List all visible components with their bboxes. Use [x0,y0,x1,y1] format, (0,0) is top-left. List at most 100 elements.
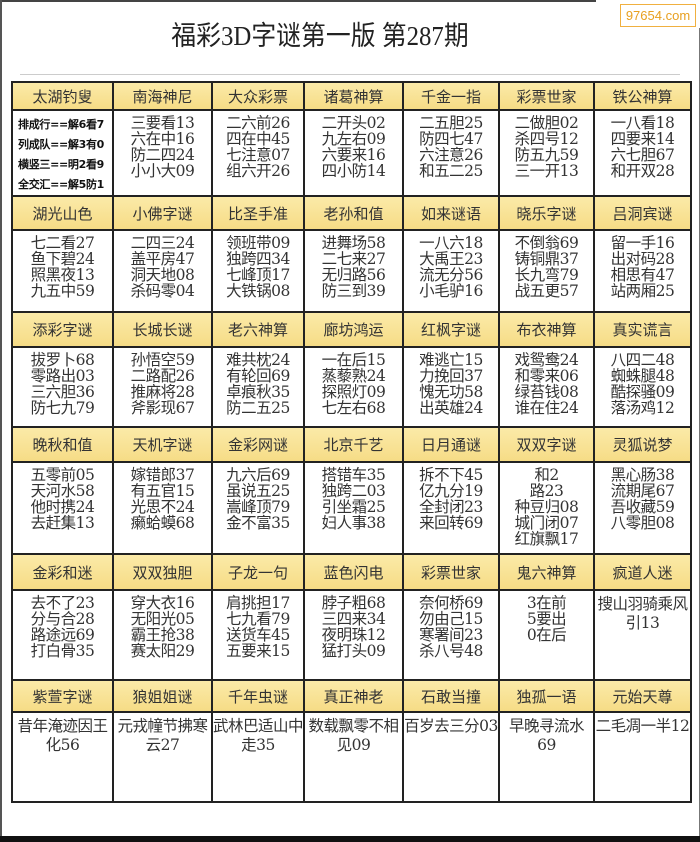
riddle-line: 不倒翁69 [514,234,579,252]
riddle-line: 二做胆02 [514,114,579,132]
source-title: 大众彩票 [211,81,305,111]
riddle-line: 二路配26 [130,367,195,385]
source-title: 元始天尊 [593,679,692,713]
content-row: 拔罗卜68 零路出03 三六胆36 防七九79 孙悟空59 二路配26 推麻将28 斧影现67… [11,346,692,428]
riddle-line: 和2 [534,466,559,484]
riddle-line: 六要来16 [321,146,386,164]
riddle-line: 孙悟空59 [130,351,195,369]
riddle-line: 三一开13 [514,162,579,180]
riddle-line: 独跨二03 [321,482,386,500]
riddle-line: 酷探骚09 [610,383,675,401]
riddle-cell: 百岁去三分03 [402,711,500,803]
riddle-cell: 黑心肠38 流期尾67 吾收藏59 八零胆08 [593,461,692,555]
source-title: 诸葛神算 [303,81,404,111]
riddle-line: 七九看79 [226,610,290,628]
riddle-line: 九五中59 [30,282,95,300]
riddle-line: 斧影现67 [130,399,195,417]
source-title: 老孙和值 [303,195,404,231]
content-row: 五零前05 天河水58 他时携24 去赶集13 嫁错郎37 有五官15 光思不24 癞蛤蟆68… [11,461,692,555]
source-title: 金彩网谜 [211,426,305,463]
riddle-cell: 九六后69 虽说五25 嵩峰顶79 金不富35 [211,461,305,555]
riddle-line: 霸王抢38 [130,626,195,644]
riddle-line: 和开双28 [610,162,675,180]
riddle-cell: 二六前26 四在中45 七注意07 组六开26 [211,109,305,197]
title-divider [20,74,680,75]
riddle-cell: 进舞场58 二七来27 无归路56 防三到39 [303,229,404,313]
source-title: 千年虫谜 [211,679,305,713]
riddle-cell: 八四二48 蜘蛛腿48 酷探骚09 落汤鸡12 [593,346,692,428]
riddle-cell: 二开头02 九左右09 六要来16 四小防14 [303,109,404,197]
riddle-line: 天河水58 [30,482,95,500]
riddle-line: 嵩峰顶79 [226,498,290,516]
source-title: 真实谎言 [593,311,692,348]
riddle-line: 金不富35 [226,514,290,532]
riddle-line: 肩挑担17 [226,594,290,612]
riddle-line: 六注意26 [419,146,483,164]
riddle-line: 分与合28 [30,610,95,628]
riddle-cell: 领班带09 独跨四34 七峰顶17 大铁锅08 [211,229,305,313]
riddle-cell: 武林巴适山中走35 [211,711,305,803]
riddle-line: 盖平房47 [130,250,195,268]
source-title: 天机字谜 [112,426,213,463]
source-title: 疯道人迷 [593,553,692,591]
riddle-line: 五要来15 [226,642,290,660]
header-row: 紫萱字谜 狼姐姐谜 千年虫谜 真正神老 石敢当撞 独孤一语 元始天尊 [11,679,692,713]
riddle-line: 一在后15 [321,351,386,369]
riddle-cell: 难共枕24 有轮回69 卓痕秋35 防二五25 [211,346,305,428]
riddle-line: 路途远69 [30,626,95,644]
riddle-line: 三四来34 [321,610,386,628]
riddle-line: 二六前26 [226,114,290,132]
riddle-line: 零路出03 [30,367,95,385]
riddle-cell: 排成行==解6看7 列成队==解3有0 横竖三==明2看9 全交汇==解5防1 [11,109,114,197]
source-title: 灵狐说梦 [593,426,692,463]
riddle-line: 戏鸳鸯24 [514,351,579,369]
riddle-line: 出英雄24 [419,399,483,417]
riddle-cell: 一八看18 四要来14 六七胆67 和开双28 [593,109,692,197]
riddle-line: 出对码28 [610,250,675,268]
riddle-line: 百岁去三分03 [404,717,498,735]
source-title: 小佛字谜 [112,195,213,231]
riddle-line: 城门闭07 [514,514,579,532]
riddle-line: 留一手16 [610,234,675,252]
riddle-line: 七峰顶17 [226,266,290,284]
source-title: 红枫字谜 [402,311,500,348]
riddle-line: 大禹王23 [419,250,483,268]
riddle-cell: 拆不下45 亿九分19 全封闭23 来回转69 [402,461,500,555]
riddle-line: 八四二48 [610,351,675,369]
source-title: 金彩和迷 [11,553,114,591]
source-title: 南海神尼 [112,81,213,111]
riddle-line: 他时携24 [30,498,95,516]
riddle-line: 穿大衣16 [130,594,195,612]
riddle-line: 大铁锅08 [226,282,290,300]
riddle-line: 无阳光05 [130,610,195,628]
riddle-line: 猛打头09 [321,642,386,660]
riddle-line: 四要来14 [610,130,675,148]
riddle-line: 六在中16 [130,130,195,148]
riddle-line: 武林巴适山中走35 [213,717,304,754]
riddle-line: 数载飘零不相见09 [308,717,399,754]
riddle-line: 相思有47 [610,266,675,284]
riddle-line: 蜘蛛腿48 [610,367,675,385]
riddle-cell: 拔罗卜68 零路出03 三六胆36 防七九79 [11,346,114,428]
riddle-cell: 3在前 5要出 0在后 [498,589,595,681]
riddle-cell: 搜山羽骑乘风引13 [593,589,692,681]
riddle-cell: 三要看13 六在中16 防二四24 小小大09 [112,109,213,197]
riddle-cell: 二五胆25 防四七47 六注意26 和五二25 [402,109,500,197]
source-title: 添彩字谜 [11,311,114,348]
riddle-line: 二开头02 [321,114,386,132]
content-row: 昔年淹迹因王化56 元戎幢节拂寒云27 武林巴适山中走35 数载飘零不相见09 百岁去三… [11,711,692,803]
header-row: 晚秋和值 天机字谜 金彩网谜 北京千艺 日月通谜 双双字谜 灵狐说梦 [11,426,692,463]
riddle-line: 送货车45 [226,626,290,644]
riddle-line: 防四七47 [419,130,483,148]
riddle-line: 打白骨35 [30,642,95,660]
riddle-line: 照黑夜13 [30,266,95,284]
riddle-line: 勿由己15 [419,610,483,628]
riddle-cell: 孙悟空59 二路配26 推麻将28 斧影现67 [112,346,213,428]
riddle-cell: 嫁错郎37 有五官15 光思不24 癞蛤蟆68 [112,461,213,555]
riddle-line: 0在后 [526,626,567,644]
riddle-line: 落汤鸡12 [610,399,675,417]
riddle-table: 太湖钓叟 南海神尼 大众彩票 诸葛神算 千金一指 彩票世家 铁公神算 排成行==解6看7 列成队… [11,81,692,803]
riddle-line: 列成队==解3有0 [18,138,105,151]
riddle-line: 防二五25 [226,399,290,417]
content-row: 排成行==解6看7 列成队==解3有0 横竖三==明2看9 全交汇==解5防1 三要看1… [11,109,692,197]
